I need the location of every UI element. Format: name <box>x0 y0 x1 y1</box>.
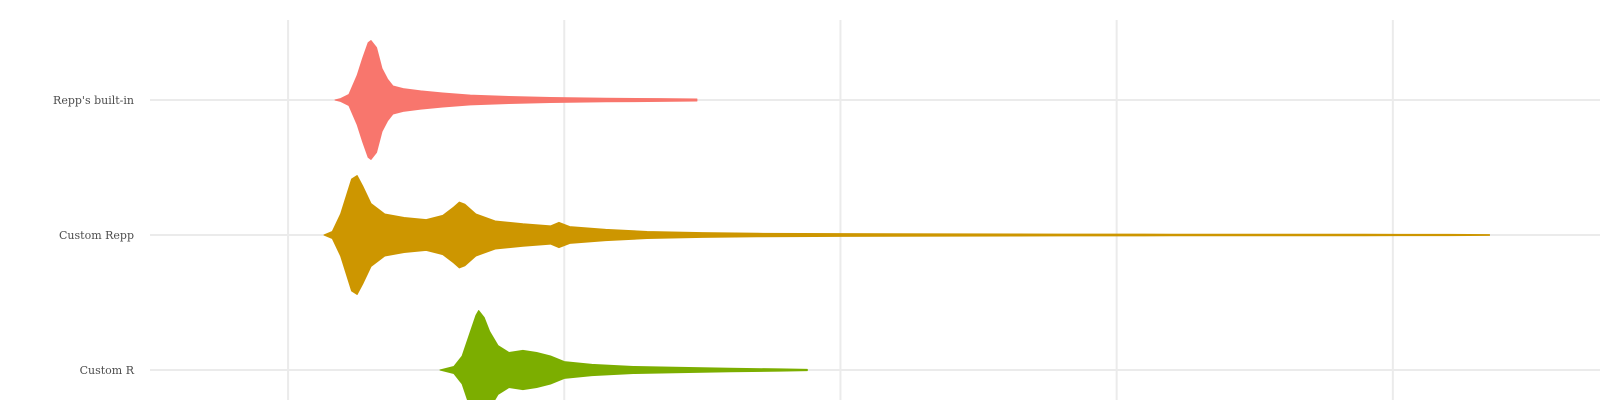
violin-2 <box>440 311 807 400</box>
category-label-1: Custom Repp <box>59 229 134 242</box>
violin-0 <box>335 41 697 160</box>
category-labels: Repp's built-in Custom Repp Custom R <box>53 94 135 377</box>
category-label-2: Custom R <box>80 364 135 377</box>
category-label-0: Repp's built-in <box>53 94 134 107</box>
violin-layer <box>324 41 1490 400</box>
violin-1 <box>324 176 1490 295</box>
